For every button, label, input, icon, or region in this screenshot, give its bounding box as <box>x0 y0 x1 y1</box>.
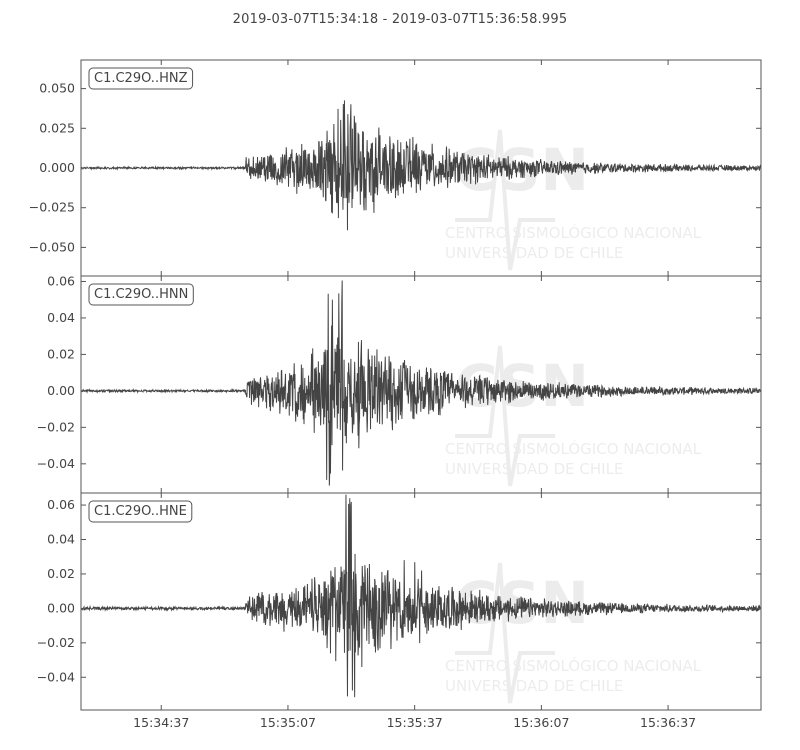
channel-label-text: C1.C29O..HNZ <box>94 71 188 86</box>
channel-label-text: C1.C29O..HNN <box>94 287 188 302</box>
y-tick-label: −0.02 <box>37 419 75 434</box>
waveform-2 <box>81 280 761 486</box>
x-tick-label: 15:36:37 <box>640 715 696 730</box>
watermark-spike <box>455 129 555 271</box>
channel-label-box <box>88 67 194 90</box>
x-tick-label: 15:35:37 <box>387 715 443 730</box>
x-tick-label: 15:36:07 <box>513 715 569 730</box>
channel-label: C1.C29O..HNN <box>88 283 194 306</box>
waveform-3 <box>81 494 761 698</box>
y-tick-label: 0.025 <box>39 120 75 135</box>
waveform-1 <box>81 100 761 231</box>
watermark-spike <box>455 345 555 487</box>
watermark-text-2: UNIVERSIDAD DE CHILE <box>445 244 623 262</box>
channel-label-box <box>88 500 193 523</box>
watermark-text-2: UNIVERSIDAD DE CHILE <box>445 677 623 695</box>
x-tick-label: 15:34:37 <box>133 715 189 730</box>
watermark-text-1: CENTRO SISMOLÓGICO NACIONAL <box>445 223 702 242</box>
y-tick-label: −0.025 <box>29 200 75 215</box>
panel-frame <box>80 275 762 494</box>
channel-label-box <box>88 283 194 306</box>
y-tick-label: 0.06 <box>47 497 75 512</box>
y-tick-label: 0.02 <box>47 346 75 361</box>
y-tick-label: −0.04 <box>37 669 75 684</box>
channel-label: C1.C29O..HNZ <box>88 67 194 90</box>
watermark-spike <box>455 562 555 704</box>
y-tick-label: −0.050 <box>29 239 75 254</box>
channel-label-text: C1.C29O..HNE <box>94 504 187 519</box>
y-tick-label: 0.00 <box>47 600 75 615</box>
y-tick-label: 0.00 <box>47 383 75 398</box>
panel-frame <box>80 492 762 711</box>
y-tick-label: −0.04 <box>37 456 75 471</box>
y-tick-label: 0.04 <box>47 310 75 325</box>
watermark-text-1: CENTRO SISMOLÓGICO NACIONAL <box>445 656 702 675</box>
x-tick-label: 15:35:07 <box>260 715 316 730</box>
watermark-text-1: CENTRO SISMOLÓGICO NACIONAL <box>445 439 702 458</box>
y-tick-label: 0.06 <box>47 273 75 288</box>
chart-title: 2019-03-07T15:34:18 - 2019-03-07T15:36:5… <box>232 12 568 27</box>
watermark-text-2: UNIVERSIDAD DE CHILE <box>445 460 623 478</box>
y-tick-label: 0.02 <box>47 566 75 581</box>
y-tick-label: 0.04 <box>47 532 75 547</box>
y-tick-label: 0.050 <box>39 81 75 96</box>
y-tick-label: −0.02 <box>37 635 75 650</box>
y-tick-label: 0.000 <box>39 160 75 175</box>
channel-label: C1.C29O..HNE <box>88 500 193 523</box>
